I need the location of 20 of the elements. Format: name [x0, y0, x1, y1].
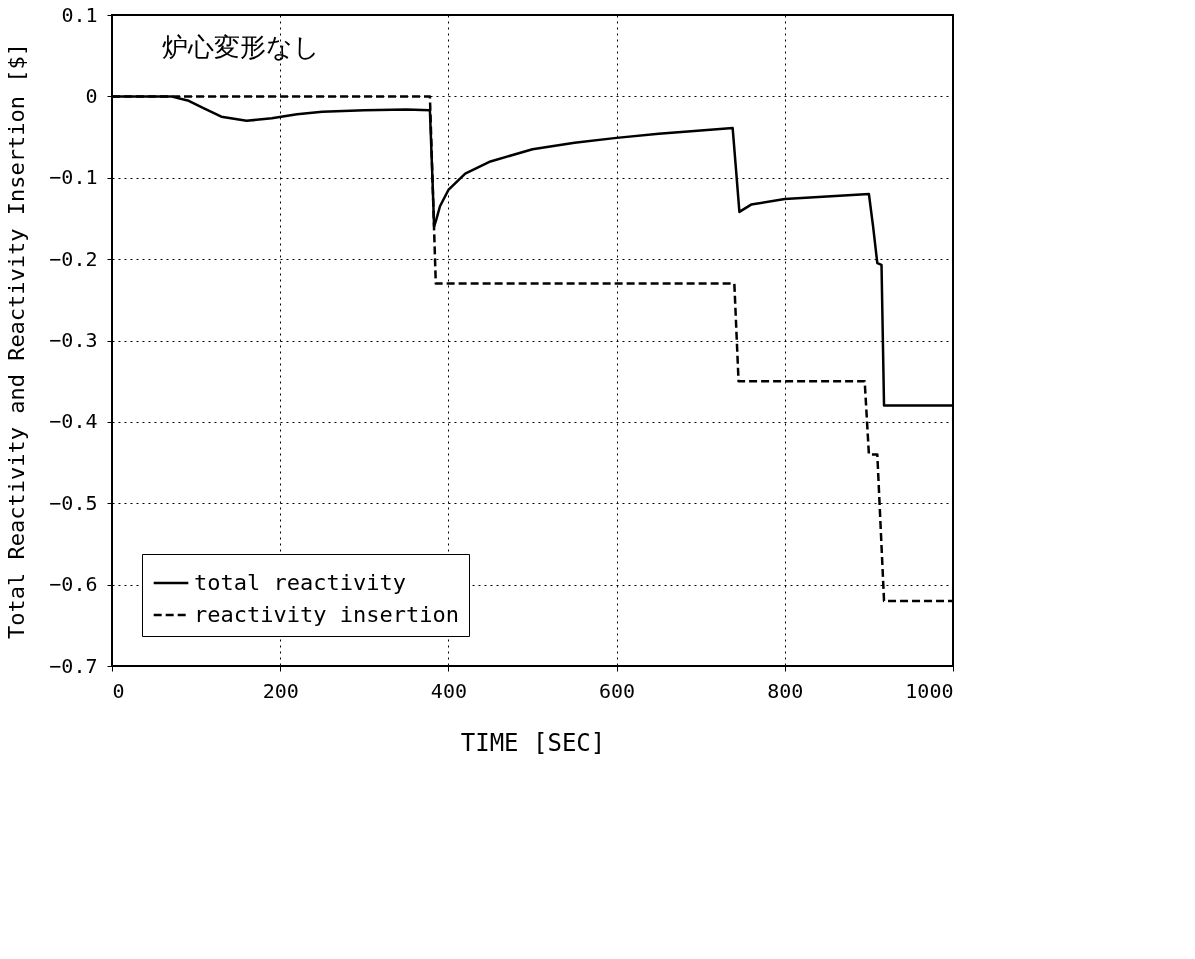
y-tick-label: −0.3 [49, 328, 98, 352]
y-tick-label: −0.7 [49, 653, 98, 678]
legend-label: total reactivity [194, 570, 406, 595]
x-tick-label: 600 [599, 678, 636, 703]
y-tick-label: −0.1 [49, 165, 98, 190]
legend-label: reactivity insertion [194, 602, 459, 627]
y-tick-label: −0.6 [49, 572, 98, 597]
annotation: 炉心変形なし [162, 32, 320, 62]
x-tick-label: 0 [112, 678, 125, 703]
y-tick-label: −0.4 [49, 409, 98, 434]
x-tick-label: 800 [767, 678, 804, 703]
y-tick-label: 0 [85, 83, 98, 108]
x-tick-label: 200 [262, 678, 299, 703]
x-tick-label: 400 [430, 678, 467, 703]
x-tick-label: 1000 [905, 678, 954, 703]
x-axis-title: TIME [SEC] [460, 728, 606, 757]
y-axis-title: Total Reactivity and Reactivity Insertion [$] [4, 42, 30, 640]
y-tick-label: −0.5 [49, 490, 98, 515]
y-tick-label: 0.1 [61, 2, 98, 27]
y-tick-label: −0.2 [49, 246, 98, 271]
